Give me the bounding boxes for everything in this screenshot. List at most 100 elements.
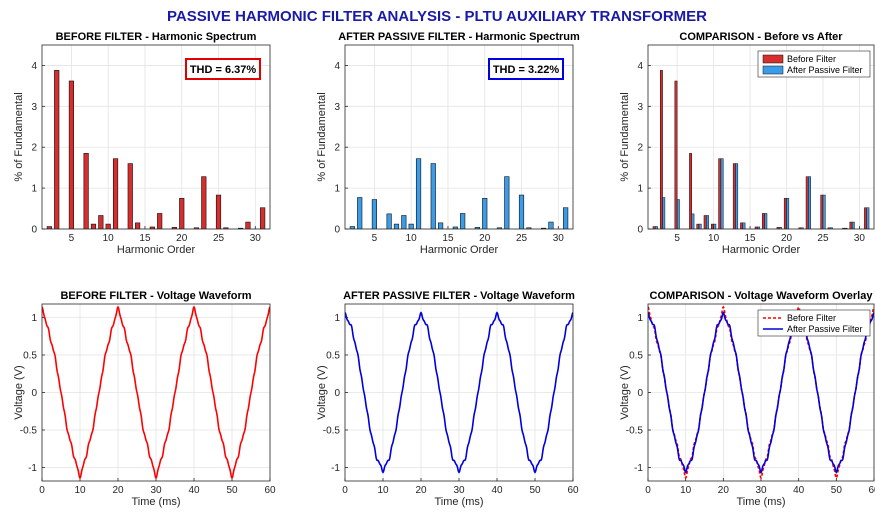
x-tick-label: 25 <box>213 233 225 244</box>
y-axis-label: Voltage (V) <box>619 365 631 419</box>
x-axis-label: Harmonic Order <box>420 244 499 256</box>
x-tick-label: 15 <box>745 233 757 244</box>
bar <box>54 70 60 229</box>
y-tick-label: 0 <box>31 225 37 236</box>
bar <box>215 194 222 229</box>
x-tick-label: 30 <box>755 485 767 496</box>
bar <box>460 213 466 229</box>
bar <box>518 194 525 229</box>
x-tick-label: 5 <box>372 233 378 244</box>
bar-after <box>720 158 724 229</box>
bar <box>401 215 407 229</box>
waveform-line-after <box>345 311 573 474</box>
plot-data <box>345 311 573 474</box>
y-axis-label: % of Fundamental <box>13 92 25 181</box>
x-tick-label: 10 <box>406 233 418 244</box>
y-tick-label: 2 <box>637 143 643 154</box>
y-tick-label: 0 <box>637 225 643 236</box>
axes-frame <box>41 303 271 482</box>
x-tick-label: 10 <box>708 233 720 244</box>
x-tick-label: 60 <box>264 485 276 496</box>
bar <box>386 213 392 229</box>
x-tick-label: 50 <box>226 485 238 496</box>
panel-3: 5 10 15 20 25 30 0 1 2 3 4 COMPARISON - Before vs A… <box>619 31 875 256</box>
x-axis-label: Time (ms) <box>434 496 483 508</box>
bar-after <box>691 213 695 229</box>
bar <box>371 199 377 229</box>
thd-box <box>488 58 564 80</box>
axes-frame <box>647 303 875 482</box>
waveform-line-before <box>648 305 874 480</box>
legend-swatch <box>762 65 784 75</box>
y-tick-label: 3 <box>637 102 643 113</box>
bar <box>90 223 97 229</box>
bar <box>357 197 363 229</box>
bar-before <box>689 153 692 229</box>
y-tick-label: 4 <box>334 61 340 72</box>
bar-after <box>713 223 717 229</box>
panel-title: COMPARISON - Before vs After <box>679 31 843 43</box>
x-axis-label: Harmonic Order <box>117 244 196 256</box>
y-tick-label: 1 <box>637 313 643 324</box>
y-axis-label: % of Fundamental <box>316 92 328 181</box>
x-tick-label: 20 <box>718 485 730 496</box>
bar-after <box>764 213 768 229</box>
bar-before <box>783 198 787 229</box>
x-tick-label: 10 <box>680 485 692 496</box>
thd-box <box>185 58 261 80</box>
y-tick-label: 0.5 <box>629 351 643 362</box>
y-tick-label: 1 <box>31 184 37 195</box>
y-tick-label: -0.5 <box>626 426 644 437</box>
x-axis-label: Time (ms) <box>736 496 785 508</box>
waveform-line-before <box>42 305 270 480</box>
x-tick-label: 25 <box>817 233 829 244</box>
bar <box>98 215 104 229</box>
panel-title: BEFORE FILTER - Harmonic Spectrum <box>56 31 257 43</box>
bar-before <box>696 223 700 229</box>
panel-title: AFTER PASSIVE FILTER - Harmonic Spectrum <box>338 31 580 43</box>
y-tick-label: 3 <box>334 102 340 113</box>
x-tick-label: 0 <box>645 485 651 496</box>
panel-6: 0 10 20 30 40 50 60 -1 -0.5 0 0.5 1 COMPARISON - Vol… <box>619 290 875 508</box>
x-tick-label: 30 <box>250 233 262 244</box>
bar-after <box>735 163 739 229</box>
bar-after <box>742 222 746 229</box>
panel-title: COMPARISON - Voltage Waveform Overlay <box>650 290 874 302</box>
bar-before <box>732 163 736 229</box>
x-tick-label: 30 <box>854 233 866 244</box>
y-tick-label: -1 <box>28 463 37 474</box>
bar <box>438 222 444 229</box>
bar-after <box>706 215 709 229</box>
axes-frame <box>344 303 574 482</box>
legend-label: Before Filter <box>787 54 836 64</box>
x-tick-label: 15 <box>442 233 454 244</box>
bar <box>201 176 207 229</box>
bar-before <box>703 215 707 229</box>
x-tick-label: 20 <box>112 485 124 496</box>
y-tick-label: -1 <box>634 463 643 474</box>
bar-before <box>849 221 853 229</box>
x-tick-label: 50 <box>831 485 843 496</box>
bar-after <box>786 198 790 229</box>
y-tick-label: 0 <box>334 388 340 399</box>
plot-data <box>648 305 874 480</box>
bar <box>83 153 89 229</box>
waveform-line-after <box>648 311 874 474</box>
bar <box>408 223 414 229</box>
legend-label: After Passive Filter <box>787 65 863 75</box>
bar <box>482 198 488 229</box>
y-axis-label: Voltage (V) <box>316 365 328 419</box>
panel-1: 5 10 15 20 25 30 0 1 2 3 4 BEFORE FILTER - Harmonic… <box>13 31 271 256</box>
x-axis-label: Harmonic Order <box>722 244 801 256</box>
figure-title: PASSIVE HARMONIC FILTER ANALYSIS - PLTU … <box>167 8 707 25</box>
bar-after <box>866 207 870 229</box>
y-tick-label: 4 <box>637 61 643 72</box>
bar <box>105 223 111 229</box>
bar <box>112 158 119 229</box>
x-tick-label: 40 <box>793 485 805 496</box>
panel-title: AFTER PASSIVE FILTER - Voltage Waveform <box>343 290 575 302</box>
x-tick-label: 5 <box>69 233 75 244</box>
